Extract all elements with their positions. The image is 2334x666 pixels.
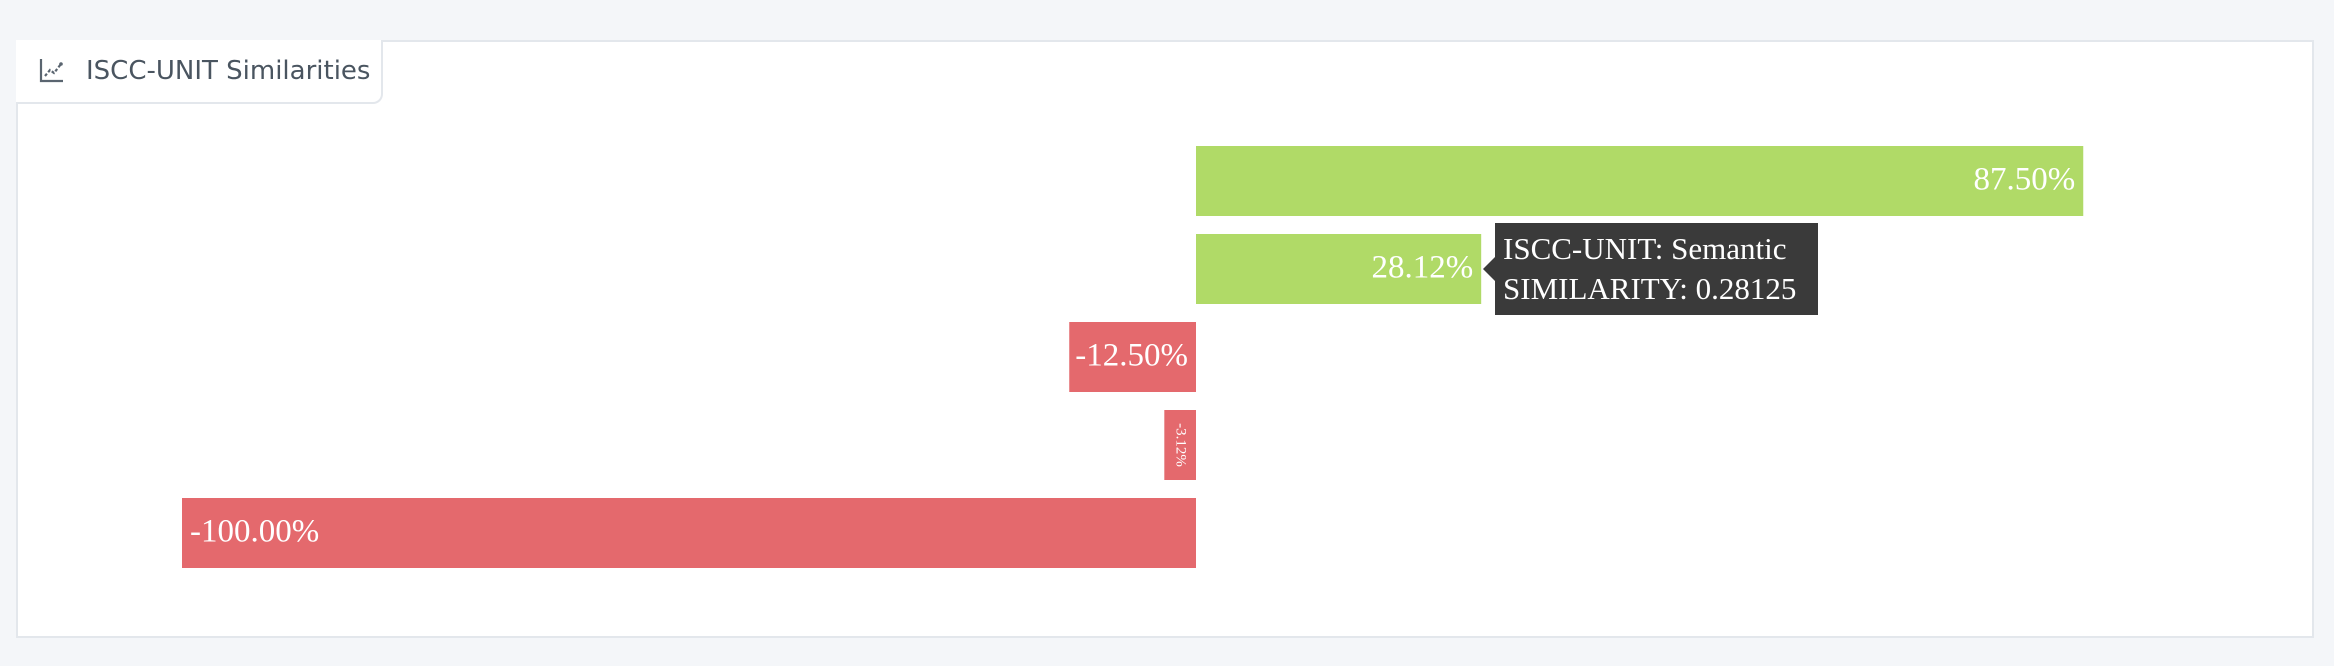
bar-1[interactable] (1196, 234, 1482, 304)
bar-label-0: 87.50% (1974, 162, 2076, 198)
bar-4[interactable] (182, 498, 1196, 568)
bar-label-4: -100.00% (190, 514, 319, 550)
bar-label-2: -12.50% (1075, 338, 1188, 374)
panel-title: ISCC-UNIT Similarities (86, 56, 371, 86)
line-chart-icon (39, 59, 63, 83)
bar-label-1: 28.12% (1371, 250, 1473, 286)
panel-tab: ISCC-UNIT Similarities (16, 40, 383, 104)
tooltip-line-1: ISCC-UNIT: Semantic (1503, 231, 1787, 266)
similarity-bar-chart[interactable]: 87.50% 28.12% -12.50% -3.12% -100.00% (16, 40, 2314, 638)
bar-3[interactable] (1164, 410, 1196, 480)
bar-0[interactable] (1196, 146, 2084, 216)
bar-tooltip: ISCC-UNIT: Semantic SIMILARITY: 0.28125 (1483, 223, 1818, 315)
bar-2[interactable] (1069, 322, 1196, 392)
tooltip-line-2: SIMILARITY: 0.28125 (1503, 271, 1797, 306)
bar-label-3: -3.12% (1173, 423, 1189, 467)
